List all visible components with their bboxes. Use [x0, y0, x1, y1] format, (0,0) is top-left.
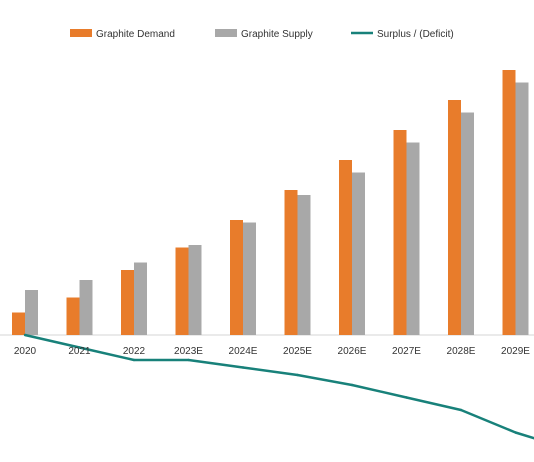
bar-demand-2020	[12, 312, 25, 335]
bar-supply-2028E	[461, 112, 474, 335]
surplus-point-2026E	[350, 383, 354, 387]
legend-label-surplus: Surplus / (Deficit)	[377, 29, 454, 40]
surplus-point-2029E	[514, 431, 517, 434]
bar-demand-2021	[66, 297, 80, 335]
bar-demand-2025E	[284, 190, 298, 335]
legend-label-demand: Graphite Demand	[96, 29, 175, 40]
x-axis-ticks: 2020 2021 2022 2023E 2024E 2025E 2026E 2027E 202…	[14, 346, 530, 357]
x-tick-label-2028E: 2028E	[447, 346, 476, 357]
bar-demand-2023E	[175, 247, 189, 335]
bar-supply-2029E	[515, 82, 529, 335]
x-tick-label-2022: 2022	[123, 346, 146, 357]
x-tick-label-2021: 2021	[68, 346, 91, 357]
surplus-point-2023E	[187, 358, 190, 362]
bar-supply-2023E	[188, 245, 202, 335]
bar-demand-2022	[121, 270, 134, 335]
legend: Graphite Demand Graphite Supply Surplus …	[70, 29, 454, 40]
bar-supply-2022	[134, 262, 147, 335]
bar-demand-2029E	[502, 70, 516, 335]
x-tick-label-2025E: 2025E	[283, 346, 312, 357]
legend-label-supply: Graphite Supply	[241, 29, 313, 40]
x-tick-label-2020: 2020	[14, 346, 37, 357]
x-tick-label-2026E: 2026E	[338, 346, 367, 357]
surplus-point-2022	[132, 358, 136, 362]
legend-swatch-demand	[70, 29, 92, 37]
bar-supply-2027E	[406, 142, 420, 335]
x-tick-label-2023E: 2023E	[174, 346, 203, 357]
bar-demand-2027E	[393, 130, 407, 335]
surplus-point-2020	[23, 333, 27, 337]
bar-supply-2020	[25, 290, 38, 335]
bar-supply-2026E	[352, 172, 365, 335]
bar-supply-2021	[79, 280, 93, 335]
bar-supply-2024E	[243, 222, 256, 335]
bar-demand-2026E	[339, 160, 352, 335]
surplus-line-group	[23, 333, 534, 440]
legend-swatch-supply	[215, 29, 237, 37]
bar-supply-2025E	[297, 195, 311, 335]
x-tick-label-2029E: 2029E	[501, 346, 530, 357]
surplus-point-2027E	[405, 396, 408, 399]
surplus-point-2025E	[296, 373, 299, 377]
bar-demand-2024E	[230, 220, 243, 335]
x-tick-label-2024E: 2024E	[229, 346, 258, 357]
bar-demand-2028E	[448, 100, 461, 335]
surplus-point-2021	[78, 346, 81, 349]
x-tick-label-2027E: 2027E	[392, 346, 421, 357]
surplus-point-2028E	[459, 408, 463, 412]
bars-group	[0, 70, 534, 336]
surplus-point-2024E	[241, 366, 245, 369]
